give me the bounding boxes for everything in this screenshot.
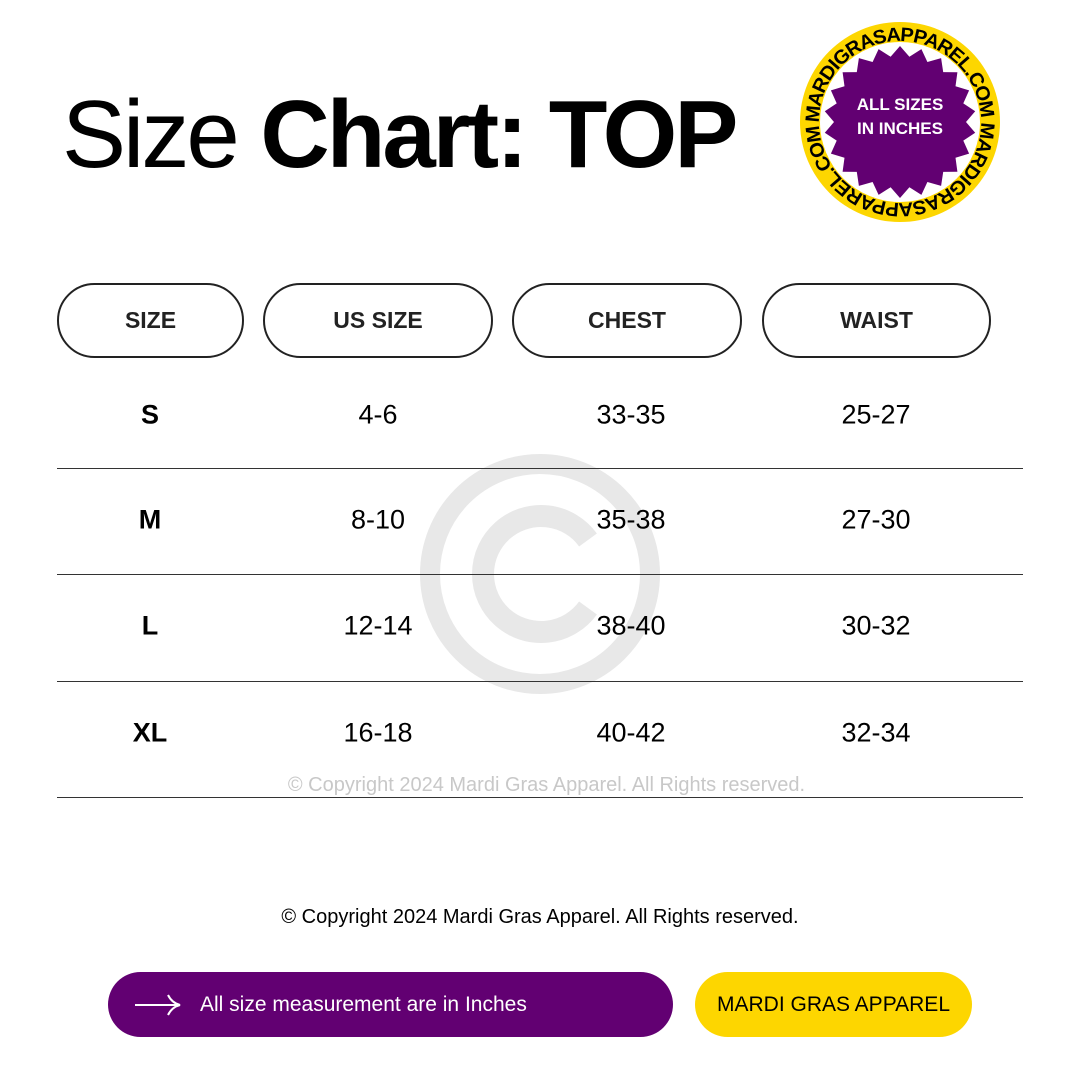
cell-us-size: 8-10 xyxy=(350,504,406,535)
badge-line1: ALL SIZES xyxy=(857,95,944,114)
badge-line2: IN INCHES xyxy=(857,119,943,138)
measurement-note: All size measurement are in Inches xyxy=(108,972,673,1037)
row-divider xyxy=(57,468,1023,469)
watermark-text: © Copyright 2024 Mardi Gras Apparel. All… xyxy=(287,774,806,796)
header-us-size: US SIZE xyxy=(263,283,493,358)
cell-size: M xyxy=(138,504,162,535)
cell-waist: 30-32 xyxy=(841,610,911,641)
cell-chest: 40-42 xyxy=(596,717,666,748)
cell-chest: 38-40 xyxy=(596,610,666,641)
header-waist: WAIST xyxy=(762,283,991,358)
starburst-shape xyxy=(824,46,976,198)
header-size: SIZE xyxy=(57,283,244,358)
measurement-note-text: All size measurement are in Inches xyxy=(200,992,527,1016)
cell-us-size: 12-14 xyxy=(343,610,413,641)
cell-us-size: 16-18 xyxy=(343,717,413,748)
header-chest: CHEST xyxy=(512,283,742,358)
row-divider xyxy=(57,574,1023,575)
cell-chest: 33-35 xyxy=(596,399,666,430)
row-divider xyxy=(57,681,1023,682)
cell-waist: 27-30 xyxy=(841,504,911,535)
cell-size: L xyxy=(141,610,159,641)
cell-size: XL xyxy=(132,717,168,748)
cell-waist: 32-34 xyxy=(841,717,911,748)
cell-waist: 25-27 xyxy=(841,399,911,430)
cell-size: S xyxy=(140,399,160,430)
page-title: Size Chart: TOP xyxy=(62,81,738,188)
cell-chest: 35-38 xyxy=(596,504,666,535)
all-sizes-badge: MARDIGRASAPPAREL.COM MARDIGRASAPPAREL.CO… xyxy=(800,22,1000,222)
copyright-text: © Copyright 2024 Mardi Gras Apparel. All… xyxy=(281,906,799,928)
brand-button[interactable]: MARDI GRAS APPAREL xyxy=(695,972,972,1037)
cell-us-size: 4-6 xyxy=(358,399,398,430)
arrow-right-icon xyxy=(135,994,181,1015)
row-divider xyxy=(57,797,1023,798)
